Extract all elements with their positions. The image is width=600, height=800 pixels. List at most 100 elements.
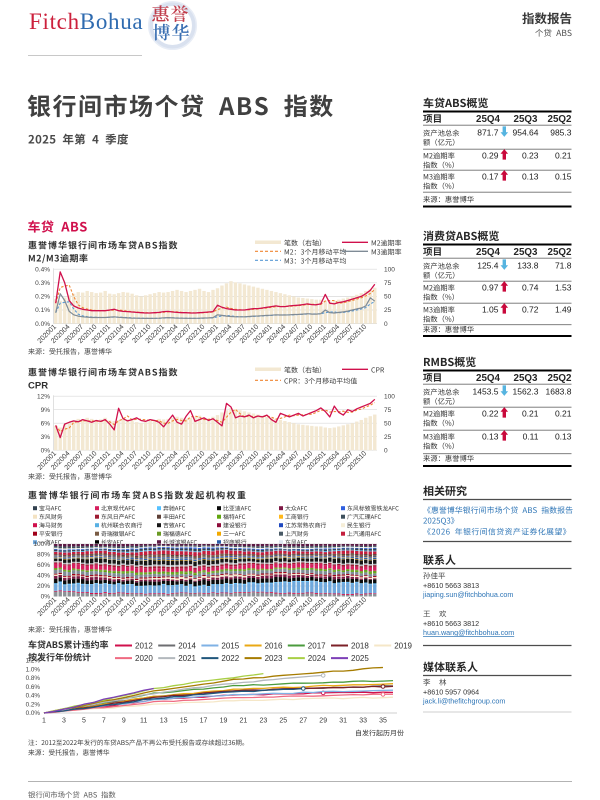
svg-text:0.21: 0.21 — [555, 408, 572, 418]
svg-text:40%: 40% — [37, 573, 50, 580]
svg-text:25Q3: 25Q3 — [514, 114, 539, 125]
svg-text:13: 13 — [160, 718, 168, 725]
svg-text:60%: 60% — [37, 562, 50, 569]
svg-text:+8610 5663 3813: +8610 5663 3813 — [423, 581, 479, 590]
svg-text:25: 25 — [384, 307, 392, 314]
svg-text:25: 25 — [384, 434, 392, 441]
svg-text:0.11: 0.11 — [523, 431, 539, 441]
svg-text:6%: 6% — [41, 420, 51, 427]
svg-text:17: 17 — [200, 718, 208, 725]
svg-text:0.23: 0.23 — [522, 150, 539, 160]
svg-text:0%: 0% — [41, 594, 51, 601]
svg-text:9%: 9% — [41, 407, 51, 414]
svg-text:2024: 2024 — [308, 654, 326, 663]
svg-text:0.1%: 0.1% — [35, 307, 50, 314]
svg-text:0.21: 0.21 — [555, 150, 572, 160]
svg-text:9: 9 — [122, 718, 126, 725]
svg-text:3%: 3% — [41, 434, 51, 441]
svg-text:27: 27 — [299, 718, 307, 725]
svg-text:3: 3 — [62, 718, 66, 725]
svg-text:19: 19 — [220, 718, 228, 725]
svg-text:jack.li@thefitchgroup.com: jack.li@thefitchgroup.com — [422, 697, 505, 706]
svg-text:100: 100 — [384, 266, 395, 273]
svg-text:1.49: 1.49 — [555, 304, 572, 314]
svg-text:0%: 0% — [41, 447, 51, 454]
svg-text:1562.3: 1562.3 — [513, 387, 539, 397]
svg-text:50: 50 — [384, 294, 392, 301]
svg-text:1.05: 1.05 — [482, 304, 499, 314]
svg-text:29: 29 — [319, 718, 327, 725]
svg-text:0.74: 0.74 — [522, 282, 539, 292]
svg-text:0: 0 — [384, 447, 388, 454]
svg-text:+8610 5663 3812: +8610 5663 3812 — [423, 619, 479, 628]
svg-text:31: 31 — [339, 718, 347, 725]
svg-text:25Q3: 25Q3 — [514, 247, 539, 258]
svg-text:2019: 2019 — [394, 641, 412, 650]
svg-text:0.17: 0.17 — [482, 171, 499, 181]
svg-text:100%: 100% — [33, 541, 50, 548]
svg-text:985.3: 985.3 — [550, 128, 572, 138]
svg-text:15: 15 — [180, 718, 188, 725]
svg-text:21: 21 — [240, 718, 248, 725]
svg-text:25Q4: 25Q4 — [476, 114, 501, 125]
svg-text:0.4%: 0.4% — [35, 266, 50, 273]
svg-text:33: 33 — [359, 718, 367, 725]
svg-text:100: 100 — [384, 393, 395, 400]
svg-text:2020: 2020 — [135, 654, 153, 663]
svg-text:12%: 12% — [37, 393, 50, 400]
svg-text:0.29: 0.29 — [482, 150, 499, 160]
svg-text:1683.8: 1683.8 — [546, 387, 572, 397]
svg-text:huan.wang@fitchbohua.com: huan.wang@fitchbohua.com — [423, 628, 514, 637]
svg-text:7: 7 — [102, 718, 106, 725]
svg-text:80%: 80% — [37, 552, 50, 559]
svg-text:0.21: 0.21 — [522, 408, 539, 418]
svg-text:125.4: 125.4 — [477, 261, 499, 271]
svg-text:0.2%: 0.2% — [35, 294, 50, 301]
svg-text:0.2%: 0.2% — [26, 702, 41, 709]
svg-text:871.7: 871.7 — [477, 128, 499, 138]
svg-text:0.8%: 0.8% — [26, 675, 41, 682]
svg-text:25Q4: 25Q4 — [476, 247, 501, 258]
svg-text:50: 50 — [384, 420, 392, 427]
svg-text:0.0%: 0.0% — [35, 321, 50, 328]
svg-text:25Q2: 25Q2 — [548, 247, 573, 258]
svg-text:0.15: 0.15 — [555, 171, 572, 181]
svg-text:0.0%: 0.0% — [26, 710, 41, 717]
svg-text:0.13: 0.13 — [522, 171, 539, 181]
svg-text:20%: 20% — [37, 583, 50, 590]
svg-text:2025: 2025 — [351, 654, 369, 663]
svg-text:2012: 2012 — [135, 641, 153, 650]
svg-text:35: 35 — [379, 718, 387, 725]
svg-text:2015: 2015 — [221, 641, 239, 650]
svg-text:0.6%: 0.6% — [26, 684, 41, 691]
svg-text:25: 25 — [279, 718, 287, 725]
svg-text:2018: 2018 — [351, 641, 369, 650]
svg-text:75: 75 — [384, 407, 392, 414]
svg-text:0.13: 0.13 — [555, 431, 572, 441]
svg-text:23: 23 — [260, 718, 268, 725]
svg-text:1.2%: 1.2% — [26, 658, 41, 665]
svg-text:jiaping.sun@fitchbohua.com: jiaping.sun@fitchbohua.com — [422, 590, 513, 599]
svg-text:0.13: 0.13 — [482, 431, 499, 441]
svg-text:1: 1 — [42, 718, 46, 725]
svg-text:2014: 2014 — [178, 641, 196, 650]
svg-text:2023: 2023 — [265, 654, 283, 663]
svg-text:5: 5 — [82, 718, 86, 725]
svg-text:2017: 2017 — [308, 641, 326, 650]
svg-text:2021: 2021 — [178, 654, 196, 663]
svg-text:11: 11 — [140, 718, 147, 725]
svg-text:0.97: 0.97 — [482, 282, 499, 292]
svg-text:0.3%: 0.3% — [35, 280, 50, 287]
svg-text:25Q4: 25Q4 — [476, 373, 501, 384]
svg-text:1453.5: 1453.5 — [473, 387, 499, 397]
svg-text:25Q2: 25Q2 — [548, 373, 573, 384]
svg-text:954.64: 954.64 — [513, 128, 539, 138]
svg-text:75: 75 — [384, 280, 392, 287]
svg-text:0.22: 0.22 — [482, 408, 499, 418]
svg-text:25Q3: 25Q3 — [514, 373, 539, 384]
svg-text:71.8: 71.8 — [555, 261, 572, 271]
svg-text:1.0%: 1.0% — [26, 667, 41, 674]
svg-text:0: 0 — [384, 321, 388, 328]
svg-text:+8610 5957 0964: +8610 5957 0964 — [423, 688, 479, 697]
svg-text:CPR: CPR — [28, 381, 48, 392]
